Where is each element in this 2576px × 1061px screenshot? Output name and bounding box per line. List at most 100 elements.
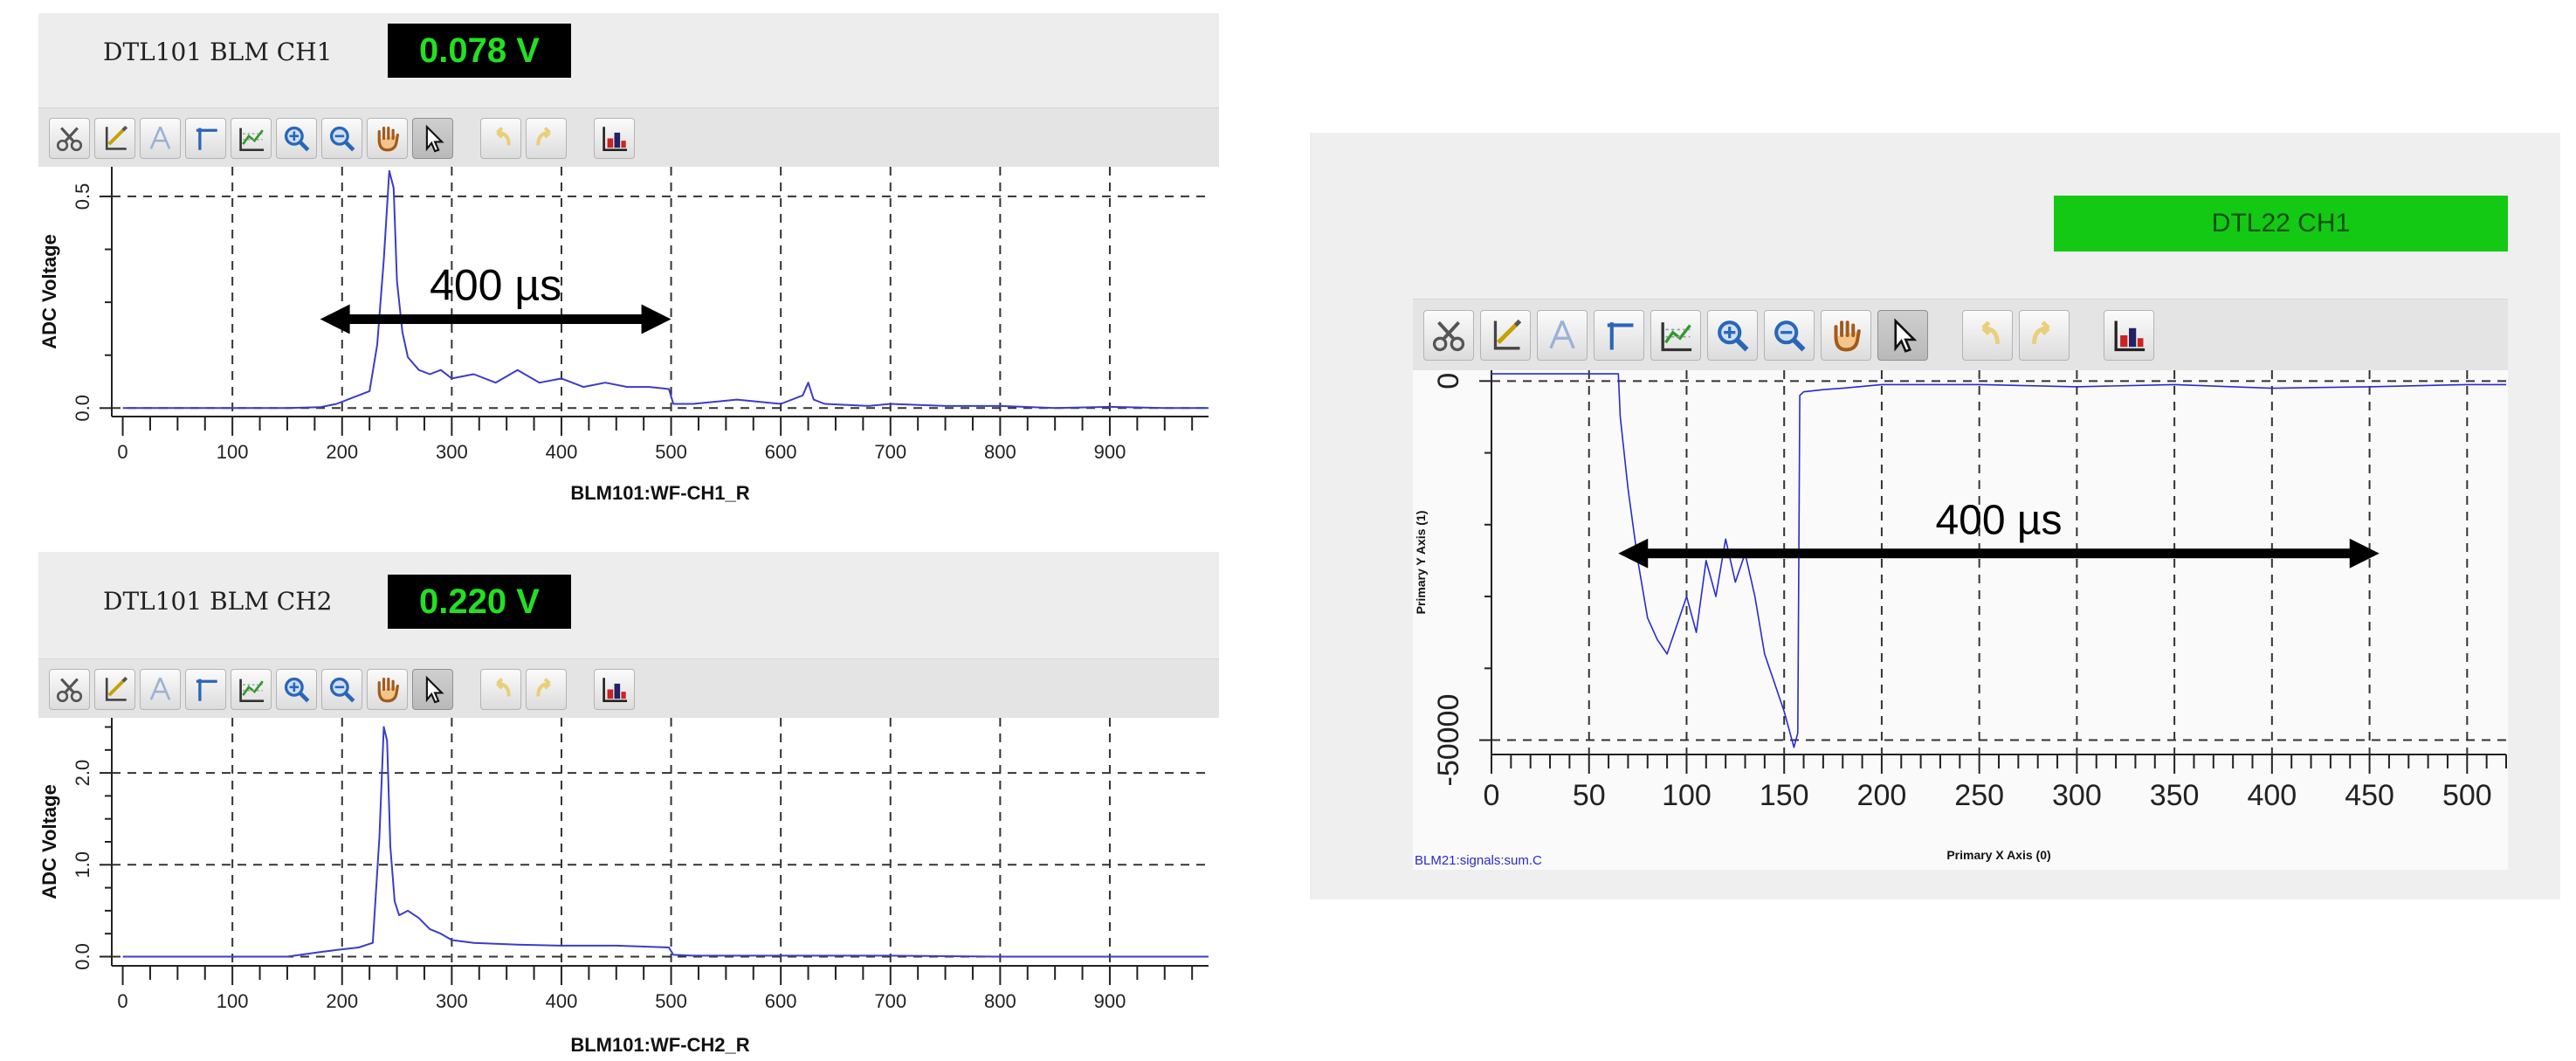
crosshair-icon <box>1607 322 1634 350</box>
chart-export-button[interactable] <box>594 117 635 159</box>
waveform-svg: 0 100 200 300 400 500 600 700 800 900 0.0 1.0 2.0 BLM… <box>38 718 1209 1056</box>
x-tick-label: 200 <box>1857 779 1907 812</box>
blm-ch2-panel: DTL101 BLM CH2 0.220 V 0 100 200 300 400 500 6… <box>38 552 1219 1057</box>
y-tick-label: 0 <box>1432 373 1465 389</box>
scissors-icon <box>1432 320 1465 352</box>
axis-button[interactable] <box>140 668 181 710</box>
crosshair-button[interactable] <box>1594 310 1644 361</box>
x-tick-label: 200 <box>326 990 358 1012</box>
chart-export-button[interactable] <box>594 668 635 710</box>
axis-edit-button[interactable] <box>94 117 135 159</box>
pan-hand-button[interactable] <box>367 668 408 710</box>
pointer-button[interactable] <box>412 117 453 159</box>
arrow-head-left <box>320 304 350 334</box>
waveform-plot[interactable]: 0 100 200 300 400 500 600 700 800 900 0.0 1.0 2.0 BLM… <box>38 718 1219 1057</box>
duration-label: 400 µs <box>1935 498 2062 544</box>
scissors-button[interactable] <box>49 117 90 159</box>
x-tick-label: 600 <box>765 990 797 1012</box>
x-tick-label: 800 <box>984 441 1016 463</box>
redo-button[interactable] <box>2019 310 2070 361</box>
chart-config-button[interactable] <box>1650 310 1701 361</box>
x-tick-label: 250 <box>1954 779 2004 812</box>
x-tick-label: 600 <box>765 441 797 463</box>
zoom-in-button[interactable] <box>1707 310 1758 361</box>
x-tick-label: 0 <box>117 441 127 463</box>
axis-edit-button[interactable] <box>94 668 135 710</box>
scissors-button[interactable] <box>1423 310 1474 361</box>
pan-hand-button[interactable] <box>367 117 408 159</box>
series-legend: BLM21:signals:sum.C <box>1415 853 1542 868</box>
y-axis-label: ADC Voltage <box>38 784 60 899</box>
panel-title: DTL22 CH1 <box>2054 196 2508 251</box>
blm-ch1-panel: DTL101 BLM CH1 0.078 V 0 100 200 300 400 500 6… <box>38 13 1219 502</box>
x-tick-label: 450 <box>2345 779 2394 812</box>
zoom-out-icon <box>329 677 355 702</box>
chart-config-button[interactable] <box>231 117 272 159</box>
plot-toolbar <box>38 658 1219 720</box>
x-tick-label: 300 <box>2052 779 2102 812</box>
zoom-out-button[interactable] <box>1764 310 1815 361</box>
x-tick-label: 50 <box>1573 779 1606 812</box>
pan-hand-icon <box>1834 320 1861 352</box>
chart-config-icon <box>239 679 265 702</box>
waveform-plot[interactable]: 0 50 100 150 200 250 300 350 400 450 500 0 -50000 Pri… <box>1413 370 2508 870</box>
voltage-readout: 0.078 V <box>388 24 571 78</box>
redo-icon <box>536 126 551 146</box>
grid-lines <box>1491 370 2506 754</box>
arrow-head-right <box>2349 538 2380 568</box>
chart-config-button[interactable] <box>231 668 272 710</box>
zoom-in-button[interactable] <box>276 117 317 159</box>
crosshair-button[interactable] <box>185 117 226 159</box>
axis-icon <box>149 126 171 149</box>
x-tick-label: 700 <box>874 441 906 463</box>
undo-button[interactable] <box>480 668 521 710</box>
pointer-button[interactable] <box>1877 310 1928 361</box>
undo-button[interactable] <box>1962 310 2013 361</box>
scissors-button[interactable] <box>49 668 90 710</box>
axis-edit-button[interactable] <box>1480 310 1531 361</box>
zoom-out-icon <box>1774 320 1806 352</box>
zoom-in-button[interactable] <box>276 668 317 710</box>
plot-toolbar <box>1413 299 2508 372</box>
zoom-out-button[interactable] <box>321 117 362 159</box>
redo-button[interactable] <box>526 117 567 159</box>
waveform-plot[interactable]: 0 100 200 300 400 500 600 700 800 900 0.0 0.5 BLM101… <box>38 167 1219 502</box>
pan-hand-button[interactable] <box>1821 310 1871 361</box>
pointer-icon <box>1894 318 1918 353</box>
zoom-in-icon <box>1718 320 1749 352</box>
waveform-line <box>1491 373 2506 748</box>
voltage-readout: 0.220 V <box>388 575 571 629</box>
chart-export-button[interactable] <box>2104 310 2154 361</box>
x-tick-label: 500 <box>655 990 687 1012</box>
x-tick-label: 300 <box>436 441 468 463</box>
chart-config-icon <box>1661 322 1692 352</box>
zoom-in-icon <box>284 677 310 702</box>
crosshair-icon <box>196 127 217 150</box>
axis-edit-icon <box>105 125 128 150</box>
crosshair-button[interactable] <box>185 668 226 710</box>
duration-label: 400 µs <box>430 261 561 310</box>
y-tick-label: 0.0 <box>72 943 93 970</box>
x-tick-label: 350 <box>2150 779 2200 812</box>
duration-annotation: 400 µs <box>320 261 672 334</box>
x-tick-label: 500 <box>655 441 687 463</box>
axis-button[interactable] <box>140 117 181 159</box>
undo-button[interactable] <box>480 117 521 159</box>
y-axis-label: Primary Y Axis (1) <box>1414 511 1428 615</box>
duration-annotation: 400 µs <box>1618 498 2380 568</box>
undo-icon <box>496 677 511 697</box>
zoom-out-button[interactable] <box>321 668 362 710</box>
x-tick-label: 900 <box>1094 441 1126 463</box>
x-axis-label: BLM101:WF-CH1_R <box>570 482 749 502</box>
y-tick-label: 0.0 <box>72 395 93 422</box>
waveform-svg: 0 100 200 300 400 500 600 700 800 900 0.0 0.5 BLM101… <box>38 167 1209 502</box>
zoom-in-icon <box>284 126 310 151</box>
redo-button[interactable] <box>526 668 567 710</box>
pan-hand-icon <box>377 126 399 151</box>
x-tick-label: 150 <box>1760 779 1809 812</box>
scissors-icon <box>56 678 83 702</box>
axis-button[interactable] <box>1537 310 1588 361</box>
y-tick-label: 2.0 <box>72 760 93 787</box>
pointer-button[interactable] <box>412 668 453 710</box>
arrow-head-right <box>641 304 672 334</box>
